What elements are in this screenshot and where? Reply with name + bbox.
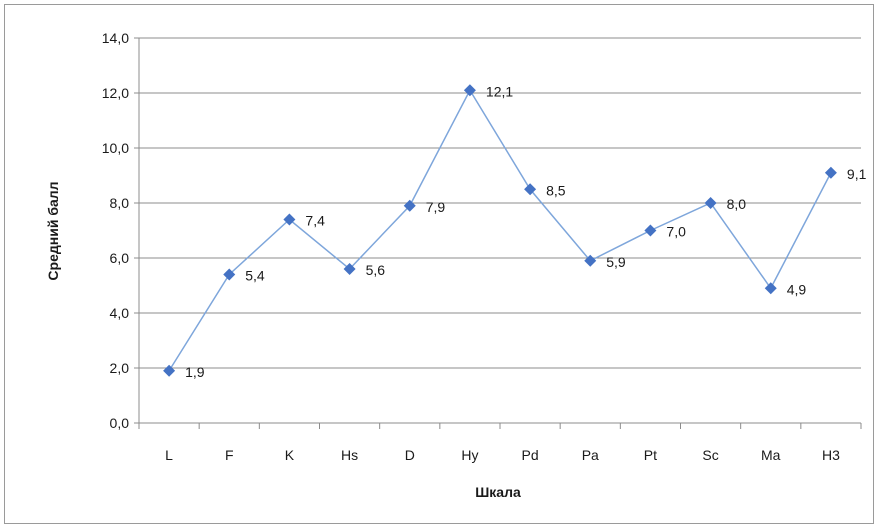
x-tick-label: Sc	[702, 447, 718, 463]
data-point-marker	[403, 199, 416, 212]
data-point-marker	[644, 224, 657, 237]
x-tick-label: Hy	[461, 447, 478, 463]
x-tick-label: L	[165, 447, 173, 463]
data-label: 4,9	[787, 281, 807, 297]
data-label: 5,9	[606, 254, 626, 270]
data-point-marker	[704, 197, 717, 209]
data-label: 9,1	[847, 166, 867, 182]
data-label: 5,6	[366, 262, 386, 278]
x-tick-label: D	[405, 447, 415, 463]
data-point-marker	[584, 254, 597, 267]
x-tick-label: F	[225, 447, 234, 463]
x-tick-label: Pt	[644, 447, 657, 463]
chart-area: 0,0 2,0 4,0 6,0 8,0 10,0 12,0 14,0 L F K Hs D Hy Pd Pa…	[4, 4, 874, 524]
x-tick-label: Ma	[761, 447, 781, 463]
x-tick-label: Pd	[522, 447, 539, 463]
data-point-marker	[163, 364, 176, 377]
data-label: 7,9	[426, 199, 446, 215]
data-label: 1,9	[185, 364, 205, 380]
data-point-marker	[343, 263, 356, 275]
series-line	[168, 88, 832, 372]
y-tick-label: 4,0	[110, 305, 130, 321]
y-tick-label: 6,0	[110, 250, 130, 266]
data-point-marker	[283, 213, 296, 226]
x-tick-label: Hs	[341, 447, 358, 463]
data-point-marker	[223, 268, 236, 281]
data-point-marker	[463, 84, 476, 97]
y-tick-label: 10,0	[102, 140, 129, 156]
data-point-marker	[824, 166, 837, 179]
y-tick-label: 2,0	[110, 360, 130, 376]
y-tick-label: 14,0	[102, 30, 129, 46]
data-label: 5,4	[245, 268, 265, 284]
data-label: 8,5	[546, 182, 566, 198]
x-tick-label: Pa	[582, 447, 599, 463]
x-axis-title: Шкала	[475, 484, 521, 500]
y-axis-title: Средний балл	[45, 181, 61, 280]
x-tick-label: H3	[822, 447, 840, 463]
y-tick-label: 8,0	[110, 195, 130, 211]
data-point-marker	[524, 183, 537, 196]
y-tick-label: 0,0	[110, 415, 130, 431]
x-tick-label: K	[285, 447, 295, 463]
data-label: 7,4	[305, 213, 325, 229]
data-point-marker	[764, 282, 777, 295]
data-label: 8,0	[727, 196, 747, 212]
y-tick-label: 12,0	[102, 85, 129, 101]
line-chart: 0,0 2,0 4,0 6,0 8,0 10,0 12,0 14,0 L F K Hs D Hy Pd Pa…	[45, 30, 867, 500]
data-label: 7,0	[666, 224, 686, 240]
data-label: 12,1	[486, 83, 513, 99]
